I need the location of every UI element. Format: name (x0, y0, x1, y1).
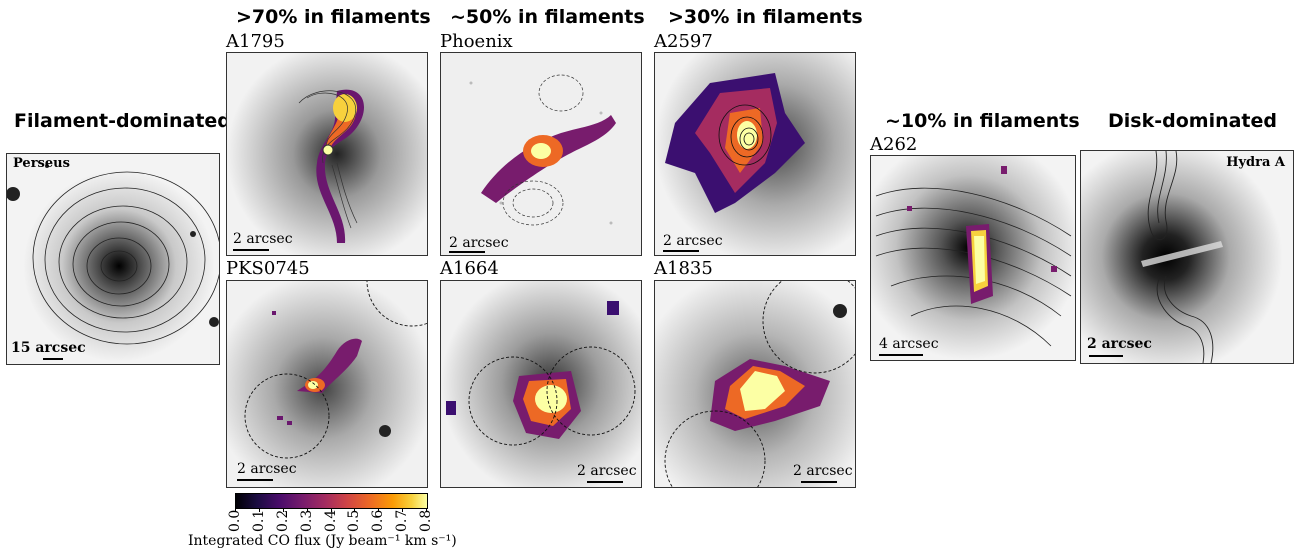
colorbar-tick-label: 0.6 (370, 509, 387, 532)
scalebar-label-phoenix: 2 arcsec (449, 235, 509, 251)
colorbar-tick-label: 0.1 (250, 509, 267, 532)
phoenix-image (441, 53, 641, 255)
header-disk-dominated: Disk-dominated (1108, 110, 1277, 132)
cluster-name-a1835: A1835 (654, 258, 713, 279)
a1835-image (655, 281, 855, 487)
panel-perseus: Perseus 15 arcsec (6, 153, 220, 365)
header-10-filaments: ~10% in filaments (885, 110, 1080, 132)
a262-image (871, 156, 1075, 360)
scalebar-label-a2597: 2 arcsec (663, 233, 723, 249)
scalebar-label-hydra: 2 arcsec (1087, 336, 1152, 352)
colorbar-tick-label: 0.0 (227, 509, 243, 532)
inset-label-hydra-a: Hydra A (1226, 155, 1285, 170)
cluster-name-phoenix: Phoenix (440, 31, 513, 52)
colorbar-tick-label: 0.3 (298, 509, 315, 532)
colorbar-tick-mark (426, 508, 427, 512)
colorbar-tick-label: 0.4 (322, 509, 339, 532)
header-gt70-filaments: >70% in filaments (236, 6, 431, 28)
a1795-image (227, 53, 427, 255)
cluster-name-a1795: A1795 (226, 31, 285, 52)
scalebar-label-a1795: 2 arcsec (233, 231, 293, 247)
scalebar-label-a262: 4 arcsec (879, 336, 939, 352)
colorbar-tick-label: 0.5 (346, 509, 363, 532)
cluster-name-a1664: A1664 (440, 258, 499, 279)
panel-a1795: 2 arcsec (226, 52, 428, 256)
colorbar-tick-label: 0.7 (394, 509, 411, 532)
panel-phoenix: 2 arcsec (440, 52, 642, 256)
inset-label-perseus: Perseus (13, 156, 70, 171)
header-filament-dominated: Filament-dominated (14, 110, 231, 132)
perseus-image (7, 154, 219, 364)
colorbar-tick-mark (378, 508, 380, 512)
header-gt30-filaments: >30% in filaments (668, 6, 863, 28)
scalebar-pks0745 (237, 479, 273, 481)
colorbar-tick-label: 0.8 (418, 509, 434, 532)
pks0745-image (227, 281, 427, 487)
panel-a2597: 2 arcsec (654, 52, 856, 256)
panel-hydra-a: Hydra A 2 arcsec (1080, 150, 1294, 364)
scalebar-a262 (879, 354, 923, 356)
scalebar-label-perseus: 15 arcsec (11, 340, 86, 356)
colorbar-tick-mark (402, 508, 404, 512)
colorbar-tick-mark (354, 508, 356, 512)
header-50-filaments: ~50% in filaments (450, 6, 645, 28)
a1664-image (441, 281, 641, 487)
panel-pks0745: 2 arcsec (226, 280, 428, 488)
a2597-image (655, 53, 855, 255)
scalebar-label-a1835: 2 arcsec (793, 463, 853, 479)
cluster-name-pks0745: PKS0745 (226, 258, 310, 279)
cluster-name-a262: A262 (870, 134, 918, 155)
colorbar-tick-mark (235, 508, 236, 512)
scalebar-perseus (43, 358, 63, 360)
scalebar-hydra (1089, 355, 1123, 357)
scalebar-phoenix (449, 251, 485, 253)
colorbar-tick-label: 0.2 (274, 509, 291, 532)
panel-a262: 4 arcsec (870, 155, 1076, 361)
panel-a1664: 2 arcsec (440, 280, 642, 488)
colorbar (235, 493, 428, 509)
colorbar-tick-mark (330, 508, 332, 512)
colorbar-tick-mark (282, 508, 284, 512)
scalebar-a1835 (801, 481, 837, 483)
scalebar-a1664 (587, 481, 623, 483)
scalebar-a1795 (233, 249, 269, 251)
colorbar-tick-mark (258, 508, 260, 512)
scalebar-a2597 (663, 250, 699, 252)
scalebar-label-a1664: 2 arcsec (577, 463, 637, 479)
colorbar-tick-mark (306, 508, 308, 512)
colorbar-label: Integrated CO flux (Jy beam⁻¹ km s⁻¹) (188, 533, 457, 549)
scalebar-label-pks0745: 2 arcsec (237, 461, 297, 477)
panel-a1835: 2 arcsec (654, 280, 856, 488)
cluster-name-a2597: A2597 (654, 31, 713, 52)
hydra-a-image (1081, 151, 1293, 363)
